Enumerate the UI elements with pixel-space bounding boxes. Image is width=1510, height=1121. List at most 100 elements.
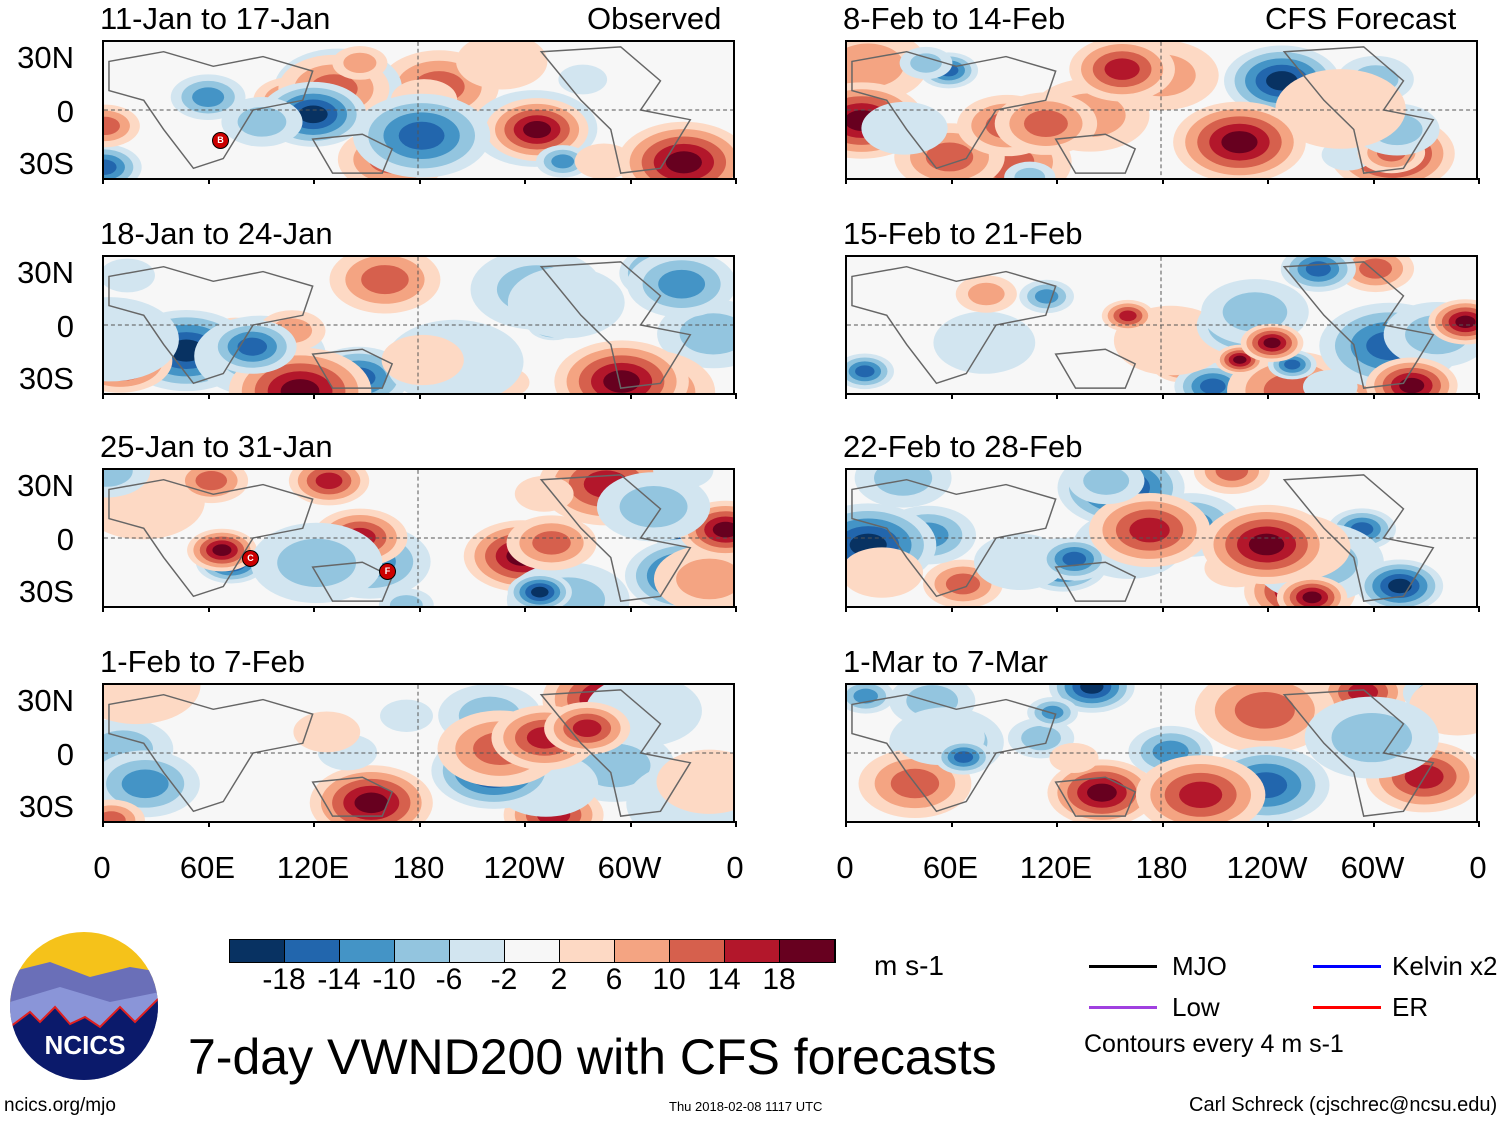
credit: Carl Schreck (cjschrec@ncsu.edu) bbox=[1189, 1094, 1498, 1116]
anomaly-contour bbox=[1152, 740, 1189, 763]
anomaly-contour bbox=[1455, 315, 1476, 328]
anomaly-contour bbox=[1049, 743, 1099, 773]
colorbar-label: -14 bbox=[317, 963, 361, 996]
coastline-americas bbox=[1282, 46, 1435, 174]
axis-tick bbox=[629, 178, 632, 184]
anomaly-contour bbox=[847, 547, 924, 598]
anomaly-contour bbox=[192, 87, 225, 107]
colorbar-label: -18 bbox=[262, 963, 306, 996]
lat-label: 30S bbox=[18, 789, 74, 824]
anomaly-contour bbox=[558, 64, 608, 95]
coastline-australia bbox=[1054, 776, 1137, 817]
anomaly-contour bbox=[974, 533, 1067, 591]
coastline-americas bbox=[539, 46, 692, 174]
anomaly-contour bbox=[1200, 378, 1226, 393]
lat-label: 30N bbox=[17, 40, 74, 75]
anomaly-contour bbox=[104, 297, 179, 382]
anomaly-contour bbox=[1014, 167, 1046, 178]
axis-tick bbox=[950, 821, 953, 827]
figure-title: 7-day VWND200 with CFS forecasts bbox=[188, 1029, 997, 1085]
axis-tick bbox=[418, 178, 421, 184]
anomaly-contour bbox=[280, 379, 320, 393]
anomaly-contour bbox=[578, 743, 651, 788]
anomaly-contour bbox=[514, 475, 574, 512]
anomaly-contour bbox=[532, 531, 571, 555]
lon-label: 0 bbox=[1469, 850, 1487, 885]
map-panel bbox=[102, 468, 735, 608]
axis-tick bbox=[207, 606, 210, 612]
axis-tick bbox=[950, 393, 953, 399]
storm-marker: B bbox=[212, 132, 229, 149]
axis-tick bbox=[845, 606, 847, 612]
axis-tick bbox=[1267, 178, 1269, 184]
coastline-australia bbox=[311, 776, 394, 817]
anomaly-contour bbox=[1331, 712, 1413, 763]
colorbar-units: m s-1 bbox=[874, 950, 944, 981]
anomaly-contour bbox=[1034, 289, 1059, 304]
coastline-australia bbox=[311, 561, 394, 602]
anomaly-contour bbox=[1303, 370, 1358, 393]
anomaly-contour bbox=[676, 558, 733, 600]
anomaly-contour bbox=[104, 685, 201, 725]
legend-low: Low bbox=[1172, 992, 1220, 1022]
lat-label: 30S bbox=[18, 146, 74, 181]
anomaly-contour bbox=[855, 365, 875, 378]
legend-line-low bbox=[1089, 1006, 1157, 1009]
axis-tick bbox=[1161, 606, 1164, 612]
lon-label: 0 bbox=[836, 850, 854, 885]
legend-line-mjo bbox=[1089, 965, 1157, 968]
anomaly-contour bbox=[343, 52, 377, 73]
anomaly-contour bbox=[1080, 685, 1104, 694]
colorbar-swatch bbox=[230, 940, 285, 962]
url-link[interactable]: ncics.org/mjo bbox=[4, 1095, 116, 1116]
anomaly-contour bbox=[1248, 533, 1285, 556]
anomaly-contour bbox=[1399, 377, 1425, 393]
timestamp: Thu 2018-02-08 1117 UTC bbox=[669, 1099, 823, 1114]
anomaly-contour bbox=[104, 258, 155, 293]
anomaly-contour bbox=[1104, 58, 1140, 80]
contour-note: Contours every 4 m s-1 bbox=[1084, 1030, 1344, 1058]
lon-label: 0 bbox=[726, 850, 744, 885]
anomaly-contour bbox=[104, 159, 117, 175]
anomaly-contour bbox=[656, 749, 733, 814]
anomaly-contour bbox=[1234, 691, 1295, 729]
anomaly-contour bbox=[925, 142, 974, 172]
legend-line-er bbox=[1313, 1006, 1381, 1009]
anomaly-contour bbox=[1388, 578, 1412, 594]
panel-title: 8-Feb to 14-Feb bbox=[843, 1, 1066, 36]
panel-title: 1-Feb to 7-Feb bbox=[100, 644, 306, 679]
panel-title: 15-Feb to 21-Feb bbox=[843, 216, 1083, 251]
anomaly-contour bbox=[712, 521, 733, 538]
anomaly-contour bbox=[1221, 131, 1258, 154]
colorbar-label: -10 bbox=[372, 963, 416, 996]
anomaly-contour bbox=[574, 143, 634, 178]
anomaly-contour bbox=[1215, 470, 1249, 481]
anomaly-contour bbox=[298, 105, 328, 124]
anomaly-contour bbox=[603, 370, 640, 393]
lon-label: 60W bbox=[1340, 850, 1405, 885]
axis-tick bbox=[1056, 821, 1058, 827]
axis-tick bbox=[735, 821, 737, 827]
anomaly-contour bbox=[1263, 337, 1281, 349]
colorbar-label: 2 bbox=[550, 963, 568, 996]
anomaly-contour bbox=[1222, 292, 1288, 332]
map-panel bbox=[102, 255, 735, 395]
colorbar-swatch bbox=[560, 940, 615, 962]
axis-tick bbox=[950, 606, 953, 612]
axis-tick bbox=[1056, 393, 1058, 399]
anomaly-contour bbox=[380, 699, 433, 733]
lon-label: 120E bbox=[1019, 850, 1093, 885]
colorbar-swatch bbox=[615, 940, 670, 962]
coastline-australia bbox=[311, 348, 394, 389]
axis-tick bbox=[845, 821, 847, 827]
anomaly-contour bbox=[1179, 781, 1223, 808]
anomaly-contour bbox=[619, 486, 688, 528]
colorbar bbox=[229, 939, 836, 963]
coastline-americas bbox=[539, 261, 692, 389]
anomaly-contour bbox=[531, 586, 549, 598]
colorbar-swatch bbox=[505, 940, 560, 962]
anomaly-contour bbox=[1233, 355, 1247, 364]
axis-tick bbox=[950, 178, 953, 184]
anomaly-contour bbox=[653, 470, 714, 489]
axis-tick bbox=[102, 821, 104, 827]
